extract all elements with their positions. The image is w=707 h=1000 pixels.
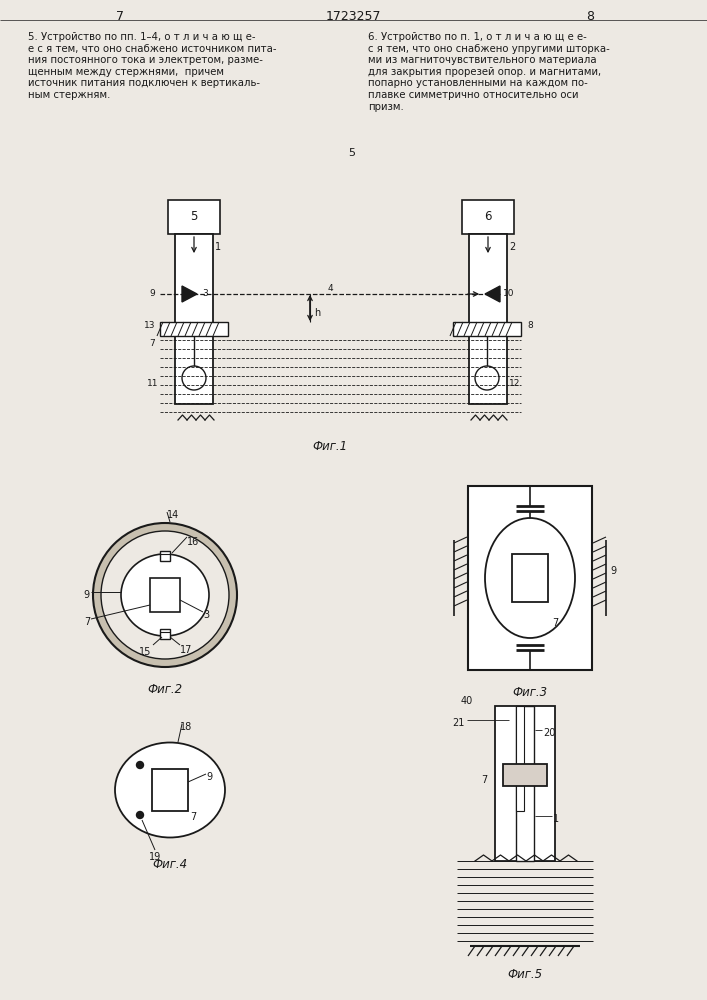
Circle shape [101,531,229,659]
Text: 5: 5 [190,211,198,224]
Bar [462,200,514,234]
Circle shape [136,762,144,768]
Text: 14: 14 [167,510,180,520]
Polygon shape [485,286,500,302]
Text: 2: 2 [509,242,515,252]
Text: 9: 9 [610,566,616,576]
Text: 6: 6 [484,211,492,224]
Text: 6. Устройство по п. 1, о т л и ч а ю щ е е-
с я тем, что оно снабжено упругими ш: 6. Устройство по п. 1, о т л и ч а ю щ е… [368,32,609,112]
Bar [152,769,188,811]
Text: 19: 19 [149,852,161,862]
Text: 3: 3 [203,610,209,620]
Text: 9: 9 [206,772,212,782]
Text: 1: 1 [553,814,559,824]
Text: 7: 7 [149,340,155,349]
Bar [512,554,548,602]
Text: 11: 11 [146,379,158,388]
Circle shape [93,523,237,667]
Text: Фиг.5: Фиг.5 [508,968,542,981]
Text: Фиг.2: Фиг.2 [148,683,182,696]
Text: 12: 12 [509,379,520,388]
Text: 10: 10 [503,289,515,298]
Polygon shape [182,286,197,302]
Bar [453,322,521,336]
Bar [160,629,170,639]
Text: 17: 17 [180,645,192,655]
Text: 1723257: 1723257 [325,10,381,23]
Text: 8: 8 [527,322,533,330]
Bar [503,764,547,786]
Text: 4: 4 [327,284,333,293]
Text: 40: 40 [461,696,473,706]
Text: Фиг.4: Фиг.4 [153,858,187,871]
Text: 9: 9 [84,590,90,600]
Text: Фиг.3: Фиг.3 [513,686,547,699]
Bar [516,706,524,811]
Ellipse shape [121,554,209,636]
Text: 7: 7 [83,617,90,627]
Text: 21: 21 [452,718,465,728]
Text: 7: 7 [190,812,197,822]
Text: 18: 18 [180,722,192,732]
Text: h: h [314,308,320,318]
Ellipse shape [115,742,225,838]
Bar [468,486,592,670]
Text: 7: 7 [481,775,487,785]
Bar [160,322,228,336]
Bar [160,551,170,561]
Text: Фиг.1: Фиг.1 [312,440,348,453]
Text: 16: 16 [187,537,199,547]
Bar [175,234,213,404]
Ellipse shape [485,518,575,638]
Text: 13: 13 [144,322,155,330]
Text: 3: 3 [202,289,208,298]
Text: 15: 15 [139,647,151,657]
Text: 7: 7 [552,618,559,628]
Bar [495,706,555,861]
Text: 1: 1 [215,242,221,252]
Bar [469,234,507,404]
Text: 20: 20 [543,728,556,738]
Text: 5. Устройство по пп. 1–4, о т л и ч а ю щ е-
е с я тем, что оно снабжено источни: 5. Устройство по пп. 1–4, о т л и ч а ю … [28,32,276,100]
Circle shape [136,812,144,818]
Text: 8: 8 [586,10,594,23]
Bar [150,578,180,612]
Text: 9: 9 [149,289,155,298]
Text: 5: 5 [349,148,356,158]
Bar [516,706,534,861]
Bar [168,200,220,234]
Text: 7: 7 [116,10,124,23]
